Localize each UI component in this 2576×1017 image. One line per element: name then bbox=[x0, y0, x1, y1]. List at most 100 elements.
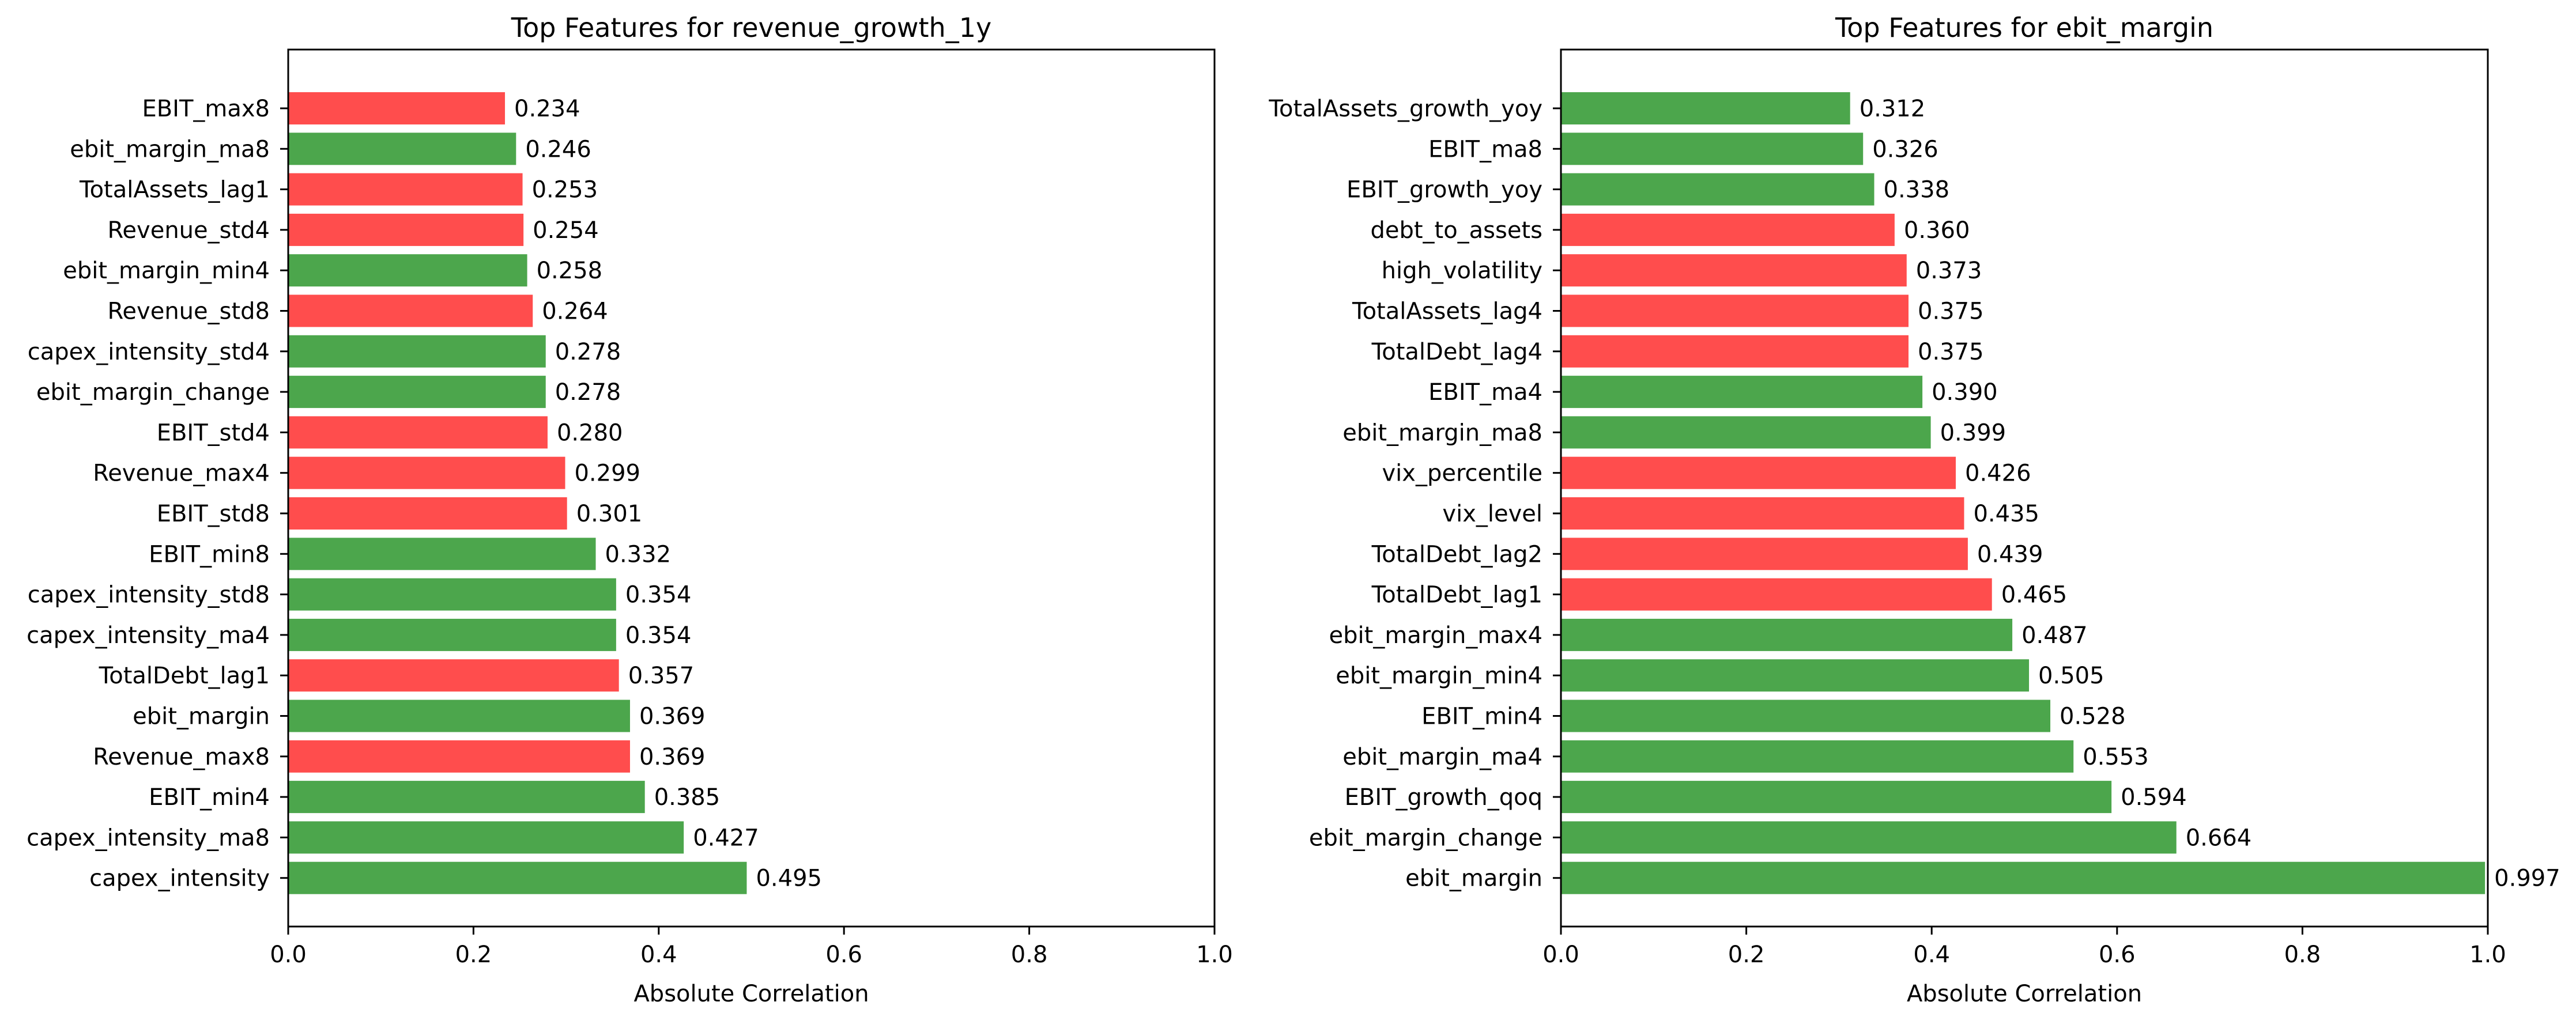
y-tick-label: vix_percentile bbox=[1382, 460, 1543, 487]
y-tick-label: EBIT_ma8 bbox=[1428, 136, 1542, 162]
bar bbox=[1561, 376, 1923, 409]
data-label: 0.278 bbox=[555, 339, 621, 365]
y-tick-label: EBIT_std4 bbox=[157, 419, 270, 446]
bar bbox=[1561, 133, 1864, 165]
bar bbox=[288, 213, 524, 246]
bar bbox=[1561, 659, 2030, 692]
bar bbox=[1561, 92, 1850, 124]
y-tick-label: ebit_margin_min4 bbox=[1336, 663, 1542, 689]
bar bbox=[1561, 578, 1992, 611]
y-tick-label: EBIT_growth_yoy bbox=[1347, 177, 1542, 203]
data-label: 0.312 bbox=[1860, 96, 1926, 122]
data-label: 0.264 bbox=[542, 298, 608, 325]
y-tick-label: Revenue_max4 bbox=[93, 460, 270, 487]
bar bbox=[288, 254, 527, 287]
y-tick-label: capex_intensity_std4 bbox=[28, 339, 270, 365]
data-label: 0.435 bbox=[1973, 501, 2039, 527]
data-label: 0.332 bbox=[605, 541, 672, 568]
data-label: 0.258 bbox=[537, 258, 603, 284]
bar bbox=[1561, 781, 2112, 814]
x-tick-label: 0.8 bbox=[1011, 942, 1048, 968]
y-tick-label: TotalDebt_lag1 bbox=[99, 663, 270, 689]
data-label: 0.427 bbox=[693, 825, 759, 851]
y-tick-label: TotalDebt_lag1 bbox=[1371, 582, 1542, 608]
bar bbox=[1561, 213, 1895, 246]
y-tick-label: EBIT_min4 bbox=[1421, 704, 1542, 730]
y-tick-label: EBIT_std8 bbox=[157, 501, 270, 527]
y-tick-label: debt_to_assets bbox=[1370, 217, 1542, 244]
chart-ebit-margin: Top Features for ebit_margin TotalAssets_… bbox=[1268, 12, 2560, 1007]
bar bbox=[1561, 335, 1909, 368]
x-tick-label: 0.4 bbox=[640, 942, 677, 968]
y-tick-label: high_volatility bbox=[1382, 258, 1542, 284]
y-tick-label: vix_level bbox=[1442, 501, 1542, 527]
bar bbox=[288, 861, 747, 894]
bar bbox=[1561, 618, 2013, 651]
chart-title: Top Features for revenue_growth_1y bbox=[511, 12, 991, 43]
y-tick-label: EBIT_ma4 bbox=[1428, 379, 1542, 406]
bar bbox=[1561, 456, 1956, 489]
data-label: 0.997 bbox=[2494, 865, 2560, 892]
data-label: 0.373 bbox=[1916, 258, 1982, 284]
x-tick-label: 0.6 bbox=[2099, 942, 2136, 968]
bar bbox=[288, 294, 533, 327]
x-tick-label: 0.6 bbox=[825, 942, 862, 968]
data-label: 0.278 bbox=[555, 379, 621, 406]
y-tick-label: Revenue_std8 bbox=[107, 298, 270, 325]
data-label: 0.254 bbox=[533, 217, 599, 244]
x-tick-label: 0.0 bbox=[1542, 942, 1579, 968]
data-label: 0.280 bbox=[557, 419, 623, 446]
y-tick-label: ebit_margin_ma8 bbox=[70, 136, 270, 162]
x-tick-label: 1.0 bbox=[2469, 942, 2506, 968]
bar bbox=[1561, 294, 1909, 327]
data-label: 0.553 bbox=[2083, 744, 2149, 770]
y-tick-label: capex_intensity bbox=[89, 865, 270, 892]
y-tick-label: ebit_margin_max4 bbox=[1329, 622, 1542, 649]
bar bbox=[1561, 538, 1968, 570]
data-label: 0.234 bbox=[514, 96, 580, 122]
bar bbox=[1561, 700, 2051, 732]
bar bbox=[288, 456, 565, 489]
bar bbox=[288, 700, 630, 732]
y-tick-label: ebit_margin bbox=[1405, 865, 1542, 892]
x-tick-label: 0.8 bbox=[2284, 942, 2321, 968]
y-tick-label: TotalDebt_lag4 bbox=[1371, 339, 1542, 365]
y-tick-label: ebit_margin_ma4 bbox=[1342, 744, 1542, 770]
data-label: 0.246 bbox=[525, 136, 591, 162]
data-label: 0.354 bbox=[625, 582, 692, 608]
data-label: 0.375 bbox=[1918, 298, 1984, 325]
y-tick-label: TotalAssets_growth_yoy bbox=[1268, 96, 1542, 122]
y-tick-label: EBIT_max8 bbox=[142, 96, 270, 122]
bar bbox=[288, 376, 546, 409]
y-tick-label: ebit_margin_ma8 bbox=[1342, 419, 1542, 446]
bar bbox=[1561, 821, 2177, 854]
y-tick-label: Revenue_max8 bbox=[93, 744, 270, 770]
bar bbox=[288, 416, 548, 449]
data-label: 0.439 bbox=[1977, 541, 2043, 568]
chart-title: Top Features for ebit_margin bbox=[1835, 12, 2213, 43]
x-tick-label: 0.0 bbox=[270, 942, 307, 968]
y-tick-label: TotalDebt_lag2 bbox=[1371, 541, 1542, 568]
bar bbox=[1561, 740, 2074, 773]
data-label: 0.487 bbox=[2021, 622, 2088, 649]
bar bbox=[288, 92, 506, 124]
data-label: 0.326 bbox=[1872, 136, 1938, 162]
data-label: 0.495 bbox=[756, 865, 822, 892]
data-label: 0.505 bbox=[2038, 663, 2104, 689]
y-tick-label: TotalAssets_lag1 bbox=[79, 177, 270, 203]
bar bbox=[1561, 861, 2486, 894]
bar bbox=[1561, 497, 1964, 530]
data-label: 0.253 bbox=[532, 177, 598, 203]
y-tick-label: TotalAssets_lag4 bbox=[1352, 298, 1542, 325]
data-label: 0.369 bbox=[639, 704, 706, 730]
bar bbox=[288, 538, 596, 570]
data-label: 0.399 bbox=[1940, 419, 2007, 446]
bar bbox=[288, 173, 523, 206]
y-tick-label: Revenue_std4 bbox=[107, 217, 270, 244]
y-tick-label: ebit_margin bbox=[133, 704, 270, 730]
bar bbox=[1561, 254, 1907, 287]
chart-revenue-growth: Top Features for revenue_growth_1y EBIT_m… bbox=[27, 12, 1233, 1007]
y-tick-label: capex_intensity_ma8 bbox=[27, 825, 270, 851]
bar bbox=[288, 497, 567, 530]
